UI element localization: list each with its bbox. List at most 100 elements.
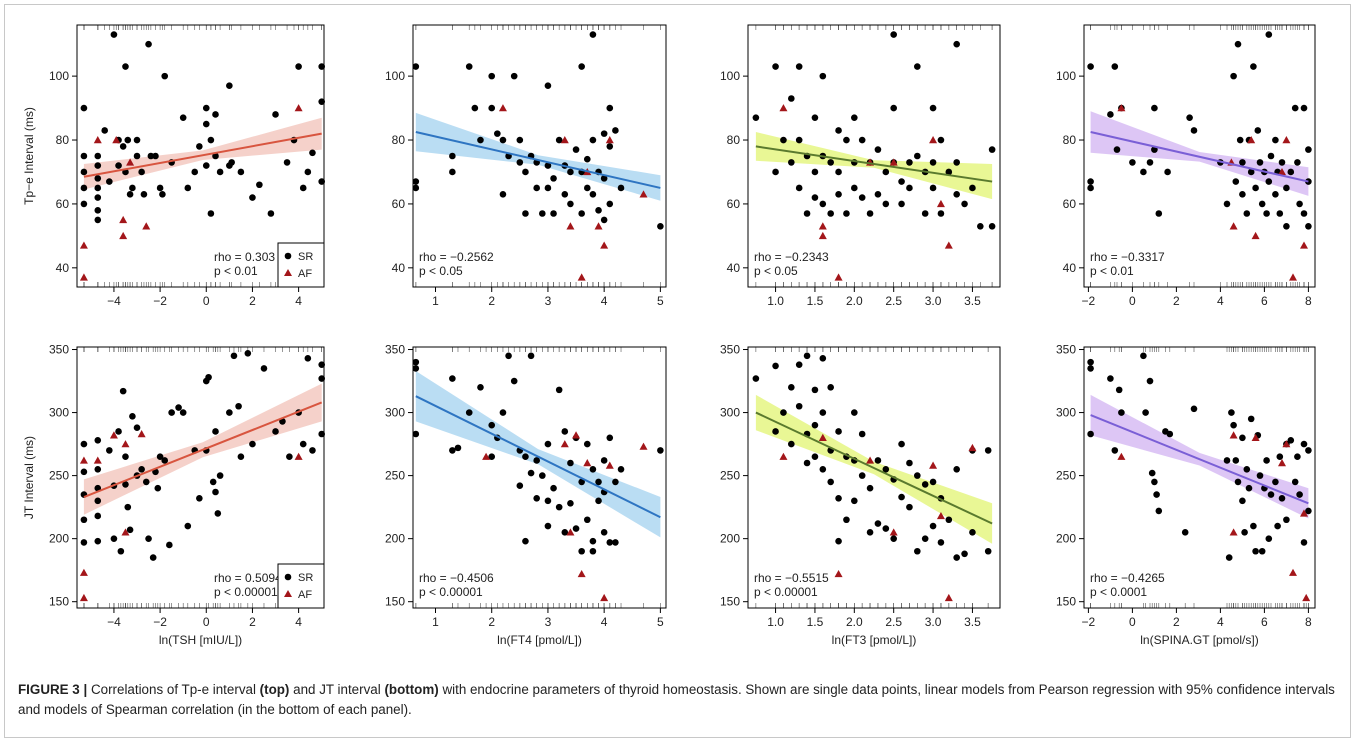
data-point-sr <box>657 222 664 230</box>
y-tick-label: 350 <box>1056 343 1076 357</box>
data-point-af <box>119 215 128 224</box>
x-tick-label: 2.5 <box>885 615 902 629</box>
data-point-sr <box>835 537 842 545</box>
data-point-sr <box>1243 210 1251 217</box>
data-point-sr <box>1146 159 1154 166</box>
x-tick-label: 0 <box>203 615 210 629</box>
data-point-sr <box>561 529 569 536</box>
data-point-sr <box>890 31 897 38</box>
data-point-sr <box>827 210 834 217</box>
data-point-sr <box>600 457 608 464</box>
data-point-sr <box>209 478 217 486</box>
data-point-sr <box>505 352 512 360</box>
data-point-sr <box>1300 539 1308 546</box>
data-point-sr <box>488 421 496 429</box>
data-point-sr <box>1287 437 1295 444</box>
data-point-sr <box>1190 127 1198 134</box>
y-tick-label: 60 <box>392 197 406 211</box>
data-point-af <box>1117 452 1126 460</box>
data-point-af <box>944 593 953 602</box>
data-point-sr <box>612 539 619 546</box>
p-annotation: p < 0.05 <box>419 264 463 278</box>
data-point-sr <box>589 191 597 198</box>
p-annotation: p < 0.01 <box>1090 264 1134 278</box>
data-point-af <box>779 452 788 460</box>
x-tick-label: 2 <box>1173 294 1180 308</box>
data-point-sr <box>412 430 420 438</box>
data-point-sr <box>544 522 552 530</box>
caption-label: FIGURE 3 | <box>18 682 88 697</box>
caption-bold-top: (top) <box>259 682 290 697</box>
panel-3: 1.0 1.5 2.0 2.5 3.0 3.5 40 60 80 100 rho = −0.2343… <box>720 24 1001 308</box>
data-point-af <box>482 452 491 460</box>
data-point-af <box>1251 231 1260 240</box>
data-point-sr <box>1245 484 1253 492</box>
x-tick-label: 2.5 <box>885 294 902 308</box>
data-point-sr <box>94 497 102 505</box>
data-point-sr <box>1256 159 1264 166</box>
data-point-sr <box>866 529 874 536</box>
data-point-sr <box>133 424 141 431</box>
regression-line <box>415 395 661 519</box>
data-point-sr <box>1153 491 1160 498</box>
data-point-af <box>779 104 788 112</box>
rho-annotation: rho = 0.303 <box>214 250 275 264</box>
data-point-sr <box>1087 178 1094 185</box>
data-point-sr <box>914 547 921 555</box>
rho-annotation: rho = −0.5515 <box>754 571 829 585</box>
data-point-sr <box>795 184 803 192</box>
data-point-sr <box>272 428 279 435</box>
x-tick-label: 2 <box>1173 615 1180 629</box>
data-point-sr <box>1129 159 1136 166</box>
data-point-sr <box>788 159 795 166</box>
y-tick-label: 80 <box>727 133 741 147</box>
data-point-sr <box>795 63 803 70</box>
x-tick-label: 2 <box>488 615 495 629</box>
data-point-sr <box>207 136 215 144</box>
legend-box <box>277 563 325 609</box>
data-point-sr <box>119 387 127 395</box>
y-tick-label: 40 <box>392 261 406 275</box>
data-point-sr <box>988 222 996 230</box>
legend-marker-af <box>284 590 292 597</box>
data-point-sr <box>937 539 945 546</box>
data-point-sr <box>516 482 524 489</box>
data-point-sr <box>1258 200 1266 208</box>
data-point-sr <box>516 136 524 144</box>
data-point-sr <box>488 453 496 460</box>
y-tick-label: 300 <box>720 406 740 420</box>
data-point-sr <box>882 466 890 473</box>
data-point-sr <box>522 168 529 176</box>
data-point-sr <box>94 537 102 545</box>
x-tick-label: 4 <box>601 615 608 629</box>
data-point-sr <box>578 210 585 217</box>
data-point-sr <box>412 63 420 70</box>
x-tick-label: −2 <box>153 294 167 308</box>
y-tick-label: 250 <box>1056 469 1076 483</box>
y-tick-label: 300 <box>1056 406 1076 420</box>
data-point-sr <box>555 136 563 144</box>
data-point-sr <box>984 547 992 555</box>
panel-frame <box>76 346 325 609</box>
data-point-af <box>1300 509 1308 517</box>
data-point-sr <box>318 430 325 438</box>
y-tick-label: 350 <box>720 343 740 357</box>
data-point-sr <box>606 143 614 150</box>
data-point-sr <box>318 375 325 382</box>
data-point-sr <box>988 146 996 153</box>
data-point-sr <box>449 375 456 382</box>
data-point-sr <box>795 402 803 410</box>
y-tick-label: 100 <box>385 69 405 83</box>
data-point-sr <box>115 162 122 169</box>
y-tick-label: 80 <box>392 133 406 147</box>
data-point-sr <box>819 355 827 362</box>
data-point-sr <box>80 468 88 476</box>
data-point-sr <box>244 350 252 357</box>
data-point-sr <box>555 503 563 511</box>
data-point-sr <box>921 210 929 217</box>
x-tick-label: −2 <box>1082 294 1096 308</box>
data-point-sr <box>499 409 507 416</box>
data-point-sr <box>1263 210 1270 217</box>
data-point-sr <box>1296 491 1303 498</box>
data-point-af <box>294 452 303 460</box>
